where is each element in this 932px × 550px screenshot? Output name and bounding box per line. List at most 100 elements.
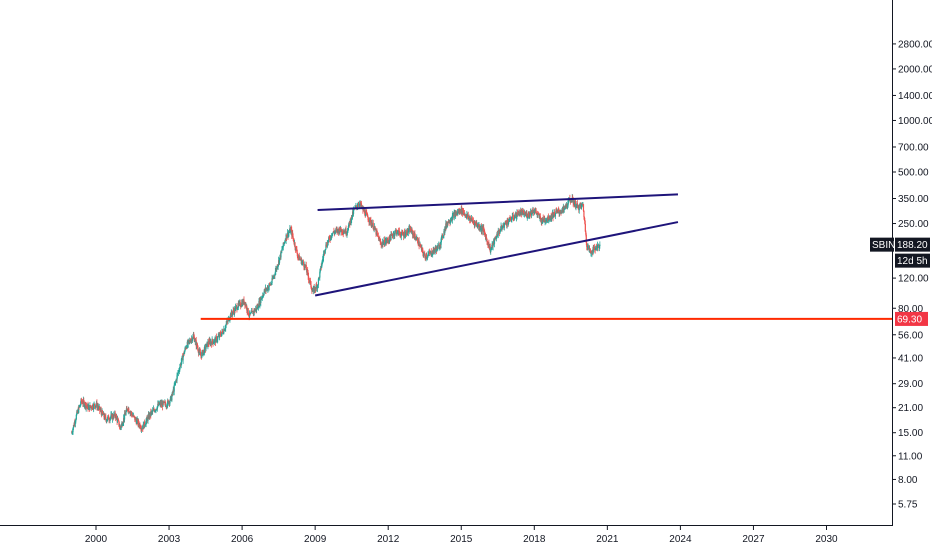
candle-body bbox=[185, 348, 187, 349]
y-tick-label: 11.00 bbox=[898, 451, 923, 462]
candle-body bbox=[202, 351, 204, 356]
candle-body bbox=[502, 226, 504, 228]
candle-body bbox=[85, 403, 87, 408]
candle-body bbox=[314, 287, 316, 292]
trendline[interactable] bbox=[317, 193, 679, 211]
candle-body bbox=[304, 264, 306, 269]
candle-body bbox=[396, 230, 399, 234]
candle-body bbox=[379, 238, 381, 240]
candle-body bbox=[89, 405, 91, 410]
candle-body bbox=[490, 248, 492, 250]
candle-body bbox=[329, 237, 331, 240]
candle-body bbox=[589, 250, 592, 254]
candle-body bbox=[418, 240, 420, 246]
last-price-badge-bg bbox=[870, 237, 894, 252]
candle-body bbox=[171, 395, 173, 401]
candle-body bbox=[246, 305, 248, 311]
candle-body bbox=[338, 228, 341, 233]
candle-body bbox=[575, 204, 578, 208]
price-axis[interactable]: 2800.00 2000.00 1400.00 1000.00 700.00 500.00… bbox=[892, 39, 932, 511]
candle-body bbox=[248, 313, 251, 317]
countdown-label: 12d 5h bbox=[897, 256, 928, 267]
candle-body bbox=[315, 284, 318, 286]
candle-body bbox=[334, 231, 336, 234]
candle-body bbox=[583, 217, 586, 221]
candle-body bbox=[374, 226, 376, 230]
candle-body bbox=[199, 352, 202, 356]
candle-body bbox=[167, 400, 169, 406]
candle-body bbox=[71, 432, 73, 434]
candle-body bbox=[586, 242, 588, 247]
candle-body bbox=[392, 234, 394, 237]
candle-body bbox=[193, 335, 195, 337]
candle-body bbox=[366, 213, 368, 215]
candle-body bbox=[511, 218, 513, 220]
candle-body bbox=[371, 225, 373, 227]
candle-body bbox=[498, 230, 500, 232]
candle-body bbox=[186, 341, 188, 349]
y-tick-label: 500.00 bbox=[898, 168, 929, 179]
candle-body bbox=[596, 244, 599, 248]
candle-body bbox=[256, 307, 258, 311]
candle-body bbox=[300, 258, 303, 265]
candle-body bbox=[511, 216, 513, 219]
candle-body bbox=[479, 228, 482, 230]
candle-body bbox=[107, 416, 109, 420]
candle-body bbox=[86, 406, 88, 407]
candle-body bbox=[139, 424, 141, 428]
candle-body bbox=[573, 203, 576, 206]
candle-body bbox=[585, 234, 587, 243]
candle-body bbox=[179, 366, 181, 371]
candle-body bbox=[496, 234, 498, 237]
candle-body bbox=[404, 235, 406, 237]
drawings-layer bbox=[200, 193, 892, 320]
candle-body bbox=[379, 239, 381, 243]
candle-body bbox=[165, 404, 167, 407]
x-tick-label: 2009 bbox=[304, 534, 327, 545]
candle-body bbox=[528, 212, 530, 216]
candle-body bbox=[174, 382, 176, 385]
candle-body bbox=[80, 399, 83, 402]
candle-body bbox=[493, 238, 496, 244]
candle-body bbox=[178, 370, 180, 372]
candle-body bbox=[285, 240, 287, 242]
candle-body bbox=[565, 204, 567, 208]
candle-body bbox=[193, 336, 195, 342]
candle-body bbox=[219, 333, 221, 337]
candle-body bbox=[369, 218, 372, 220]
candle-body bbox=[590, 252, 593, 254]
time-axis[interactable]: 2000 2003 2006 2009 2012 2015 2018 2021 2024 2027… bbox=[85, 525, 838, 545]
x-tick-label: 2015 bbox=[450, 534, 473, 545]
candle-body bbox=[321, 264, 323, 268]
candle-body bbox=[93, 403, 96, 406]
candle-body bbox=[516, 212, 519, 216]
candle-body bbox=[222, 331, 224, 334]
candle-body bbox=[232, 312, 234, 315]
candle-body bbox=[410, 228, 412, 232]
candle-body bbox=[441, 234, 444, 238]
candle-body bbox=[515, 212, 517, 219]
candle-body bbox=[328, 237, 330, 241]
candle-body bbox=[561, 210, 563, 213]
candle-body bbox=[499, 230, 501, 233]
candle-body bbox=[544, 218, 546, 222]
candle-body bbox=[174, 384, 176, 386]
candle-body bbox=[283, 242, 285, 244]
candle-body bbox=[282, 247, 284, 249]
candle-body bbox=[124, 413, 126, 415]
candle-body bbox=[309, 280, 312, 282]
trendline[interactable] bbox=[314, 221, 679, 297]
candle-body bbox=[282, 242, 284, 248]
candle-body bbox=[180, 362, 182, 366]
candle-body bbox=[210, 341, 212, 345]
candle-body bbox=[476, 223, 478, 226]
candle-body bbox=[317, 278, 320, 285]
candle-body bbox=[533, 211, 535, 213]
y-tick-label: 80.00 bbox=[898, 304, 923, 315]
candle-body bbox=[82, 403, 84, 405]
candle-body bbox=[471, 219, 474, 222]
candle-body bbox=[369, 218, 371, 223]
candle-body bbox=[261, 297, 263, 299]
candle-body bbox=[560, 212, 563, 214]
